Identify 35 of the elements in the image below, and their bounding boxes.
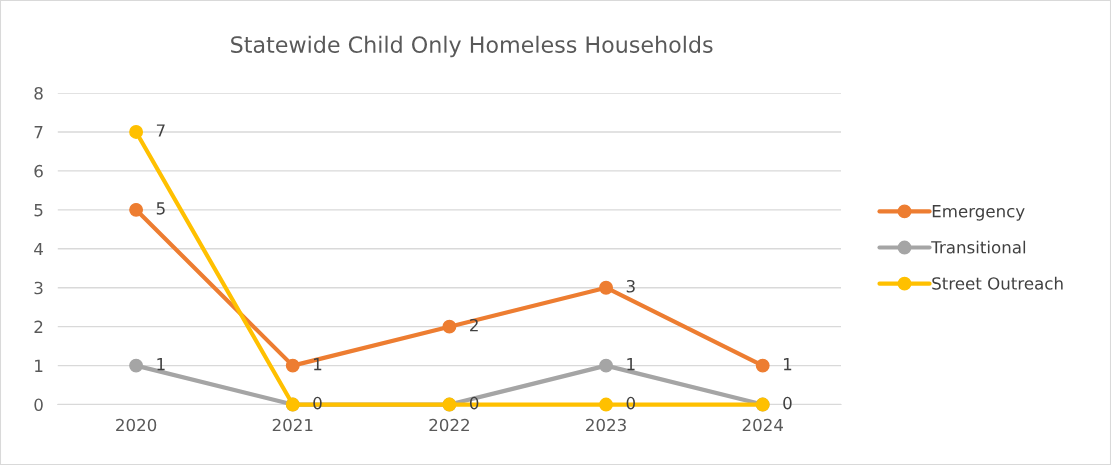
data-label: 1 bbox=[157, 358, 165, 371]
x-tick-label: 2023 bbox=[586, 418, 626, 432]
point bbox=[285, 358, 300, 373]
legend-label: Transitional bbox=[931, 240, 1026, 254]
chart-title: Statewide Child Only Homeless Households bbox=[231, 35, 713, 58]
y-tick-label: 7 bbox=[34, 126, 43, 139]
data-label: 1 bbox=[783, 358, 792, 371]
point bbox=[129, 358, 144, 373]
data-label: 3 bbox=[626, 279, 635, 293]
data-label: 0 bbox=[783, 396, 792, 410]
point bbox=[599, 358, 613, 373]
x-tick-label: 2024 bbox=[742, 418, 783, 432]
y-tick-label: 0 bbox=[34, 398, 43, 412]
x-tick-label: 2020 bbox=[116, 418, 157, 432]
x-tick-label: 2022 bbox=[429, 418, 469, 432]
data-label: 5 bbox=[156, 202, 165, 215]
legend-label: Street Outreach bbox=[932, 276, 1063, 290]
y-tick-label: 3 bbox=[34, 281, 43, 295]
point bbox=[599, 397, 613, 412]
data-label: 1 bbox=[627, 358, 635, 371]
x-tick-label: 2021 bbox=[272, 418, 313, 432]
y-tick-label: 4 bbox=[34, 242, 43, 256]
y-tick-label: 6 bbox=[34, 164, 43, 178]
data-label: 1 bbox=[314, 358, 322, 371]
y-tick-label: 2 bbox=[34, 320, 43, 333]
y-tick-label: 5 bbox=[34, 204, 43, 217]
point bbox=[129, 124, 144, 139]
legend-label: Emergency bbox=[932, 205, 1025, 221]
y-tick-label: 8 bbox=[34, 86, 43, 100]
point bbox=[755, 358, 770, 373]
point bbox=[129, 202, 144, 217]
y-tick-label: 1 bbox=[35, 359, 43, 372]
point bbox=[599, 280, 613, 295]
point bbox=[442, 319, 457, 334]
data-label: 7 bbox=[156, 124, 165, 137]
